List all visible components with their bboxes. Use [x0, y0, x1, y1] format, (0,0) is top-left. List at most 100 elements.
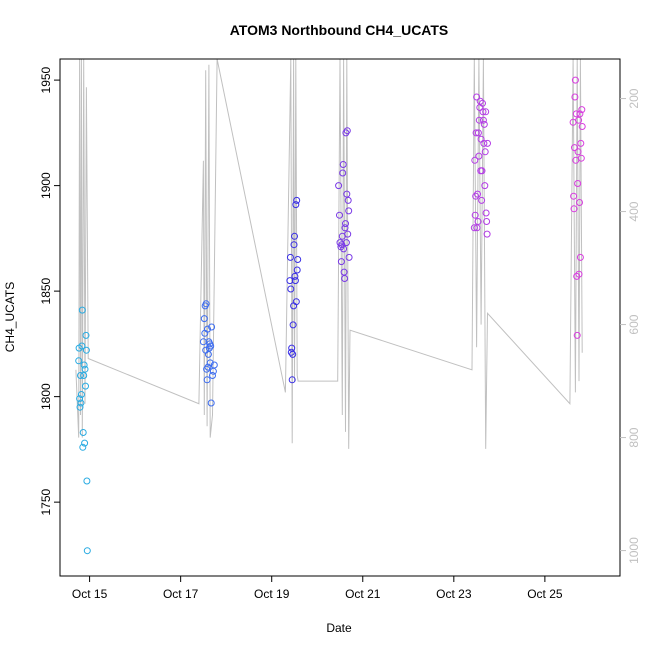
- data-point-flight-3: [288, 376, 296, 384]
- data-point-flight-5: [474, 190, 481, 198]
- x-tick-label: Oct 15: [72, 587, 108, 601]
- data-point-flight-5: [478, 167, 486, 175]
- data-point-flight-5: [474, 129, 482, 137]
- data-point-flight-5: [482, 209, 490, 217]
- y-tick-label: 1950: [39, 66, 53, 93]
- y-axis-label: CH4_UCATS: [3, 282, 17, 352]
- data-point-flight-6: [575, 116, 583, 124]
- data-point-flight-6: [578, 123, 586, 130]
- data-point-flight-5: [480, 120, 488, 128]
- data-point-flight-5: [476, 97, 484, 105]
- data-point-flight-4: [345, 253, 353, 261]
- data-point-flight-6: [571, 76, 579, 84]
- data-point-flight-4: [339, 161, 347, 168]
- data-point-flight-3: [291, 272, 299, 280]
- data-point-flight-6: [576, 253, 584, 261]
- data-point-flight-4: [345, 207, 353, 215]
- data-point-flight-5: [470, 224, 478, 232]
- pressure-trace-layer: [75, 59, 583, 449]
- data-point-flight-5: [472, 129, 480, 137]
- y-tick-label: 1850: [39, 277, 53, 304]
- data-point-flight-6: [575, 270, 583, 278]
- data-point-flight-1: [80, 361, 88, 369]
- data-point-flight-2: [202, 300, 210, 308]
- data-point-flight-5: [483, 230, 491, 238]
- right-tick-label: 600: [627, 314, 641, 334]
- data-point-flight-2: [206, 359, 214, 367]
- data-point-flight-6: [577, 139, 585, 147]
- data-point-flight-1: [81, 365, 89, 373]
- data-point-flight-5: [474, 218, 482, 225]
- data-point-flight-2: [208, 323, 216, 331]
- data-point-flight-1: [82, 331, 90, 339]
- right-tick-label: 800: [627, 427, 641, 447]
- data-point-flight-4: [343, 127, 351, 135]
- data-point-flight-4: [342, 220, 349, 228]
- data-point-flight-1: [80, 372, 88, 379]
- data-point-flight-4: [342, 239, 350, 247]
- data-point-flight-5: [475, 152, 483, 160]
- data-point-flight-6: [577, 154, 585, 162]
- data-point-flight-6: [574, 148, 582, 156]
- data-point-flight-3: [291, 232, 298, 240]
- data-point-flight-1: [77, 372, 84, 379]
- data-point-flight-5: [483, 218, 491, 225]
- data-point-flight-2: [209, 372, 216, 379]
- data-point-flight-1: [76, 403, 84, 411]
- data-point-flight-1: [79, 443, 87, 451]
- data-point-flight-5: [479, 116, 487, 124]
- data-point-flight-3: [293, 196, 301, 204]
- right-tick-label: 200: [627, 88, 641, 108]
- data-point-flight-3: [292, 298, 300, 306]
- plot-frame: [59, 58, 621, 577]
- data-point-flight-6: [573, 331, 581, 339]
- data-point-flight-5: [475, 116, 483, 124]
- data-point-flight-6: [572, 110, 580, 118]
- data-point-flight-5: [481, 182, 489, 190]
- data-point-flight-6: [570, 192, 578, 200]
- data-point-flight-6: [576, 199, 583, 206]
- axes-layer: 1750 1800 1850 1900 1950 Oct 15 Oct 17 Oct 19 Oc…: [39, 66, 641, 601]
- data-point-flight-2: [210, 361, 218, 369]
- data-point-flight-2: [200, 315, 208, 323]
- data-point-flight-1: [83, 547, 91, 555]
- data-point-flight-4: [340, 245, 348, 253]
- y-tick-label: 1800: [39, 383, 53, 410]
- data-point-flight-5: [480, 139, 488, 147]
- data-point-flight-1: [78, 306, 86, 314]
- data-point-flight-4: [335, 182, 343, 190]
- data-point-flight-3: [287, 285, 295, 293]
- data-point-flight-2: [204, 363, 212, 371]
- data-point-flight-4: [337, 258, 345, 266]
- data-point-flight-2: [207, 399, 215, 407]
- y-tick-label: 1750: [39, 488, 53, 515]
- data-point-flight-1: [82, 346, 90, 354]
- data-point-flight-4: [341, 275, 349, 282]
- y-tick-label: 1900: [39, 172, 53, 199]
- x-tick-label: Oct 25: [527, 587, 563, 601]
- data-point-flight-4: [344, 230, 352, 238]
- data-point-flight-5: [479, 108, 487, 116]
- data-point-flight-2: [203, 376, 211, 384]
- data-point-flight-5: [479, 99, 486, 107]
- data-point-flight-4: [341, 224, 349, 232]
- data-point-flight-5: [478, 196, 486, 204]
- data-point-flight-3: [291, 277, 299, 285]
- right-tick-label: 1000: [627, 537, 641, 564]
- data-point-flight-1: [79, 429, 87, 436]
- data-point-flight-2: [204, 325, 211, 333]
- data-point-flight-4: [336, 211, 343, 219]
- data-point-flight-1: [81, 439, 89, 447]
- data-point-flight-3: [294, 256, 302, 263]
- data-point-flight-4: [339, 169, 347, 177]
- right-tick-label: 400: [627, 201, 641, 221]
- data-point-flight-6: [570, 205, 578, 213]
- data-point-flight-5: [482, 108, 490, 116]
- data-point-flight-4: [343, 190, 351, 198]
- data-point-flight-3: [290, 241, 298, 249]
- data-point-flight-5: [471, 211, 479, 219]
- data-point-flight-6: [578, 106, 586, 114]
- chart-title: ATOM3 Northbound CH4_UCATS: [230, 22, 449, 38]
